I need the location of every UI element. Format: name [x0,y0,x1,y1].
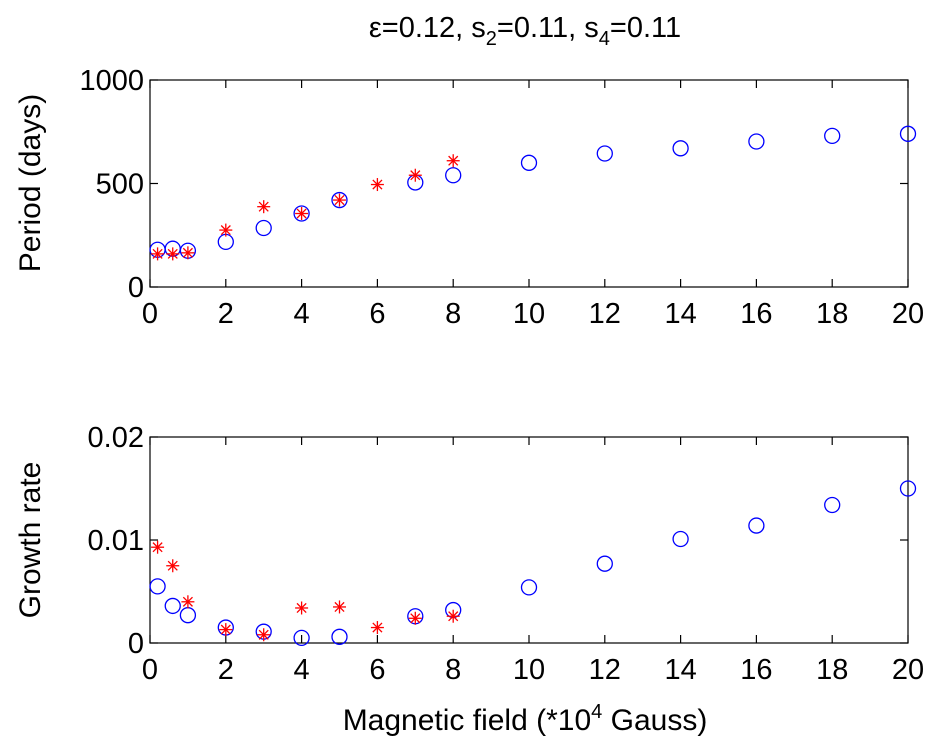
growth-circle-point [520,579,538,596]
growth-x-tick-label: 18 [816,654,848,686]
period-star-point [181,246,195,260]
period-x-tick-label: 4 [294,298,310,330]
growth-circle-point [899,480,917,497]
period-circle-point [293,205,310,222]
period-x-tick-label: 12 [589,298,621,330]
growth-star-point [181,595,195,609]
growth-y-tick-label: 0.02 [88,422,144,454]
growth-circle-point [596,555,613,572]
title-s4-subscript: 4 [599,28,610,50]
title-s4-value: =0.11 [610,12,681,44]
period-y-tick-label: 500 [96,169,144,201]
period-star-point [408,168,422,182]
growth-star-point [295,601,309,615]
period-circle-point [824,127,841,145]
period-y-tick-label: 0 [128,272,144,304]
growth-y-axis-label: Growth rate [14,462,47,619]
growth-star-point [219,623,233,637]
growth-plot-box [149,436,909,644]
growth-x-tick-label: 14 [664,654,696,686]
period-x-tick-label: 10 [513,298,545,330]
x-label-main: Magnetic field (*10 [343,704,591,737]
period-circle-point [672,140,689,157]
period-star-point [257,200,271,214]
growth-circle-point [293,629,310,646]
period-star-point [370,178,384,192]
period-circle-point [217,233,234,251]
growth-circle-point [164,597,181,615]
x-label-tail: Gauss) [602,704,707,737]
growth-circle-point [149,578,166,595]
growth-circle-point [331,628,348,645]
period-y-axis-label: Period (days) [14,94,47,272]
growth-star-point [370,621,384,635]
growth-x-tick-label: 20 [892,654,924,686]
growth-star-point [333,600,346,614]
growth-x-tick-label: 0 [142,654,158,686]
growth-x-tick-label: 8 [445,654,461,686]
period-x-tick-label: 2 [218,298,234,330]
period-circle-point [255,219,272,237]
growth-circle-point [672,530,689,548]
title-epsilon-value: =0.12, s [382,12,486,44]
period-panel: 0 2 4 6 8 10 12 14 16 18 20 0 500 1000 Period (days) [14,65,924,330]
title-s2-subscript: 2 [486,28,497,50]
growth-y-tick-label: 0.01 [88,525,144,557]
growth-star-point [446,609,460,623]
period-x-tick-label: 18 [816,298,848,330]
period-x-tick-label: 20 [892,298,924,330]
period-star-point [446,154,460,168]
period-plot-box [149,79,909,288]
period-star-point [219,223,233,237]
figure-title: ε=0.12, s2=0.11, s4=0.11 [369,12,681,50]
period-x-tick-label: 16 [740,298,772,330]
growth-star-point [408,611,422,625]
period-x-tick-label: 6 [369,298,385,330]
growth-x-axis-label: Magnetic field (*104 Gauss) [343,701,708,737]
period-x-tick-label: 0 [142,298,158,330]
growth-star-point [151,540,165,554]
period-star-point [333,193,346,207]
growth-circle-point [748,517,765,534]
period-star-point [295,207,309,221]
period-circle-point [331,191,348,209]
growth-axis-ticks: 0 2 4 6 8 10 12 14 16 18 20 0 0.01 0.02 [88,422,925,686]
growth-x-tick-label: 4 [294,654,310,686]
period-data-marks [149,125,917,261]
growth-x-tick-label: 16 [740,654,772,686]
period-axis-ticks: 0 2 4 6 8 10 12 14 16 18 20 0 500 1000 [79,65,924,330]
period-x-tick-label: 14 [664,298,696,330]
title-s2-value: =0.11, s [497,12,599,44]
growth-panel: 0 2 4 6 8 10 12 14 16 18 20 0 0.01 0.02 Growth rate M… [14,422,924,737]
growth-x-tick-label: 12 [589,654,621,686]
growth-star-point [257,628,271,642]
growth-data-marks [149,480,917,646]
growth-star-point [166,559,180,573]
period-circle-point [520,154,538,171]
growth-circle-point [179,607,197,624]
growth-y-tick-label: 0 [128,628,144,660]
title-epsilon: ε [369,12,382,44]
period-star-point [166,247,180,261]
growth-x-tick-label: 10 [513,654,545,686]
growth-x-tick-label: 2 [218,654,234,686]
period-circle-point [899,125,917,142]
x-label-superscript: 4 [591,701,602,723]
period-circle-point [596,145,613,162]
period-x-tick-label: 8 [445,298,461,330]
period-star-point [151,247,165,261]
period-circle-point [445,167,462,184]
growth-x-tick-label: 6 [369,654,385,686]
period-y-tick-label: 1000 [79,65,144,97]
period-circle-point [748,133,765,150]
growth-circle-point [824,496,841,514]
